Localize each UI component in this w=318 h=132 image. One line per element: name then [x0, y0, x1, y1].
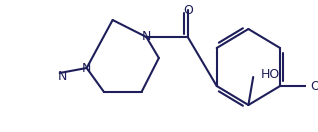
Text: N: N [82, 62, 91, 74]
Text: N: N [142, 30, 151, 44]
Text: O: O [310, 79, 318, 93]
Text: O: O [183, 4, 193, 16]
Text: HO: HO [261, 67, 280, 81]
Text: N: N [58, 70, 67, 82]
